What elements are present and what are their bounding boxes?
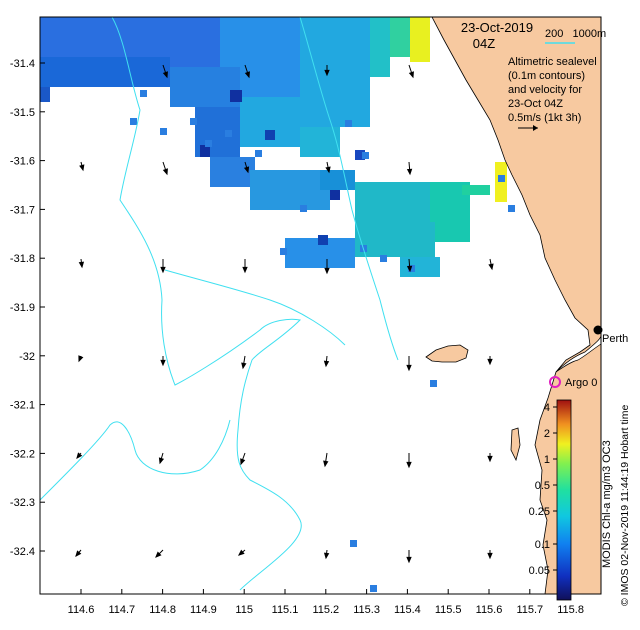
chlorophyll-cell: [370, 17, 390, 77]
chlorophyll-cell: [160, 128, 167, 135]
lon-tick-label: 114.9: [190, 604, 217, 616]
lat-tick-label: -32: [19, 351, 35, 363]
lat-tick-label: -31.4: [10, 58, 35, 70]
lat-tick-label: -31.5: [10, 107, 35, 119]
lon-tick-label: 115.6: [476, 604, 503, 616]
info-line-4: 23-Oct 04Z: [508, 98, 563, 110]
chlorophyll-cell: [255, 150, 262, 157]
chlorophyll-cell: [320, 170, 355, 190]
map-time: 04Z: [473, 36, 495, 51]
lon-tick-label: 115: [235, 604, 253, 616]
info-line-3: and velocity for: [508, 84, 582, 96]
chlorophyll-cell: [280, 248, 287, 255]
lat-tick-label: -31.6: [10, 156, 35, 168]
lon-tick-label: 114.8: [149, 604, 176, 616]
chlorophyll-cell: [508, 205, 515, 212]
argo-label: Argo 0: [565, 377, 597, 389]
chlorophyll-cell: [250, 170, 330, 210]
chlorophyll-cell: [330, 190, 340, 200]
perth-label: Perth: [602, 333, 628, 345]
colorbar-tick-label: 0.5: [535, 480, 550, 492]
chlorophyll-cell: [190, 118, 197, 125]
chlorophyll-cell: [355, 182, 430, 222]
credit-text: © IMOS 02-Nov-2019 11:44:19 Hobart time: [619, 405, 631, 606]
chlorophyll-cell: [140, 90, 147, 97]
chlorophyll-cell: [362, 152, 369, 159]
chlorophyll-cell: [350, 540, 357, 547]
lon-tick-label: 115.5: [435, 604, 462, 616]
lon-tick-label: 115.7: [516, 604, 543, 616]
chlorophyll-cell: [40, 17, 160, 57]
lon-tick-label: 115.4: [394, 604, 421, 616]
chlorophyll-cell: [380, 255, 387, 262]
chlorophyll-cell: [390, 17, 410, 57]
info-line-5: 0.5m/s (1kt 3h): [508, 112, 581, 124]
chlorophyll-cell: [462, 185, 490, 195]
chlorophyll-cell: [300, 205, 307, 212]
chlorophyll-cell: [205, 140, 212, 147]
lat-tick-label: -32.4: [10, 546, 35, 558]
colorbar-tick-label: 0.25: [529, 506, 550, 518]
lat-tick-label: -31.7: [10, 204, 35, 216]
colorbar-tick-label: 0.05: [529, 565, 550, 577]
lon-tick-label: 115.2: [312, 604, 339, 616]
lon-tick-label: 115.1: [272, 604, 299, 616]
lat-tick-label: -32.2: [10, 448, 35, 460]
chlorophyll-cell: [345, 120, 352, 127]
map-date: 23-Oct-2019: [461, 20, 533, 35]
chlorophyll-cell: [225, 130, 232, 137]
chlorophyll-cell: [265, 130, 275, 140]
contour-legend-label: 200 1000m: [545, 28, 606, 40]
chlorophyll-cell: [40, 57, 170, 87]
lat-tick-label: -32.3: [10, 497, 35, 509]
colorbar-tick-label: 4: [544, 402, 550, 414]
chlorophyll-cell: [498, 175, 505, 182]
lon-tick-label: 115.3: [353, 604, 380, 616]
lon-tick-label: 114.6: [68, 604, 95, 616]
lat-tick-label: -32.1: [10, 400, 35, 412]
chlorophyll-cell: [410, 17, 430, 62]
chlorophyll-cell: [300, 17, 370, 127]
chlorophyll-cell: [430, 380, 437, 387]
chlorophyll-cell: [318, 235, 328, 245]
colorbar-tick-label: 1: [544, 454, 550, 466]
lat-tick-label: -31.9: [10, 302, 35, 314]
colorbar-tick-label: 0.1: [535, 539, 550, 551]
lon-tick-label: 114.7: [108, 604, 135, 616]
chlorophyll-cell: [170, 67, 240, 107]
lon-tick-label: 115.8: [557, 604, 584, 616]
chlorophyll-cell: [400, 257, 440, 277]
chlorophyll-cell: [370, 585, 377, 592]
colorbar-tick-label: 2: [544, 428, 550, 440]
lat-tick-label: -31.8: [10, 253, 35, 265]
chlorophyll-cell: [130, 118, 137, 125]
info-line-2: (0.1m contours): [508, 70, 585, 82]
chlorophyll-cell: [40, 87, 50, 102]
info-line-1: Altimetric sealevel: [508, 56, 597, 68]
colorbar-label: MODIS Chl-a mg/m3 OC3: [601, 440, 613, 568]
chlorophyll-cell: [230, 90, 242, 102]
colorbar-ramp: [557, 400, 571, 600]
